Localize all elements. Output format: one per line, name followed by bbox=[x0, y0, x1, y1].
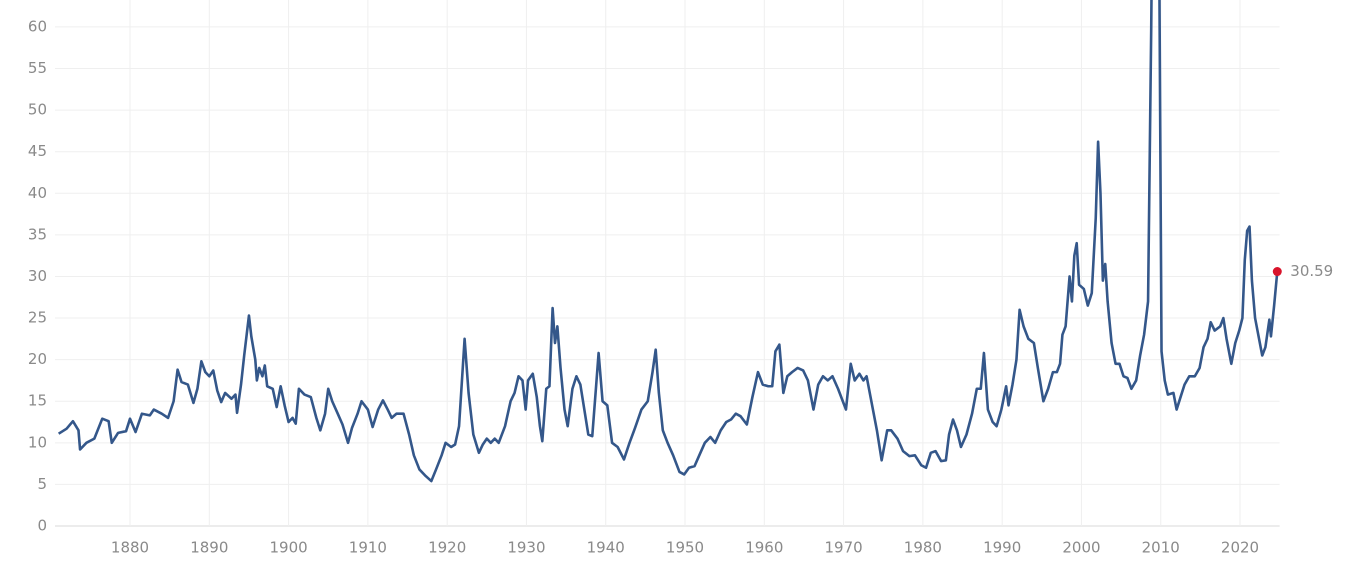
y-tick-label: 25 bbox=[28, 309, 47, 327]
y-tick-label: 15 bbox=[28, 392, 47, 410]
x-tick-label: 1880 bbox=[111, 539, 149, 557]
x-tick-label: 1890 bbox=[190, 539, 228, 557]
y-tick-label: 30 bbox=[28, 267, 47, 285]
y-tick-label: 55 bbox=[28, 59, 47, 77]
x-tick-label: 1940 bbox=[587, 539, 625, 557]
x-tick-label: 2000 bbox=[1062, 539, 1100, 557]
y-tick-label: 10 bbox=[28, 433, 47, 451]
x-tick-label: 1900 bbox=[269, 539, 307, 557]
y-tick-label: 50 bbox=[28, 101, 47, 119]
x-tick-label: 1950 bbox=[666, 539, 704, 557]
x-tick-label: 1970 bbox=[825, 539, 863, 557]
x-tick-label: 2010 bbox=[1142, 539, 1180, 557]
x-tick-label: 1990 bbox=[983, 539, 1021, 557]
line bbox=[57, 0, 1279, 483]
x-tick-label: 1980 bbox=[904, 539, 942, 557]
x-tick-label: 1910 bbox=[349, 539, 387, 557]
y-tick-label: 0 bbox=[37, 517, 47, 535]
y-tick-label: 35 bbox=[28, 225, 47, 243]
last-value-label: 30.59 bbox=[1290, 262, 1333, 280]
y-tick-label: 5 bbox=[37, 475, 47, 493]
x-tick-label: 2020 bbox=[1221, 539, 1259, 557]
x-tick-label: 1930 bbox=[507, 539, 545, 557]
y-tick-label: 60 bbox=[28, 17, 47, 35]
last-point bbox=[1272, 267, 1282, 277]
y-tick-label: 20 bbox=[28, 350, 47, 368]
y-tick-label: 45 bbox=[28, 142, 47, 160]
x-tick-label: 1960 bbox=[745, 539, 783, 557]
y-tick-label: 40 bbox=[28, 184, 47, 202]
x-tick-label: 1920 bbox=[428, 539, 466, 557]
